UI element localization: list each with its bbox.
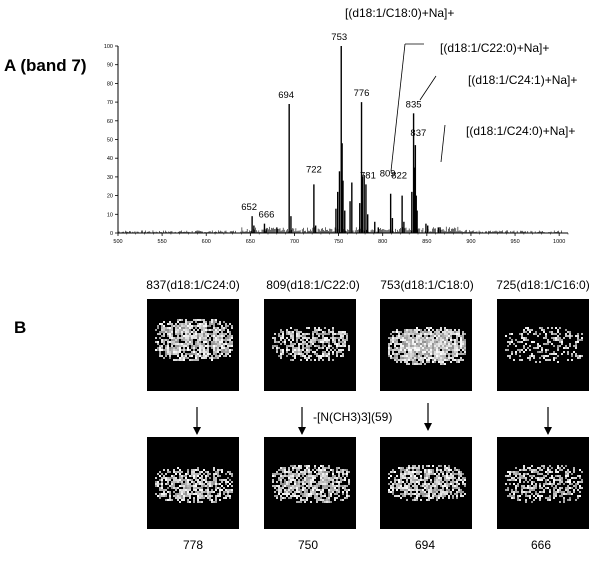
ion-image-809 xyxy=(264,299,356,391)
peak-label-666: 666 xyxy=(259,210,275,221)
peak-label-694: 694 xyxy=(278,90,294,101)
neutral-loss-label: -[N(CH3)3](59) xyxy=(313,410,393,424)
ion-image-837-pixels xyxy=(155,319,233,361)
annotation-leader-2 xyxy=(440,124,446,163)
y-tick-label-20: 20 xyxy=(107,194,113,200)
x-tick-label-600: 600 xyxy=(202,239,211,245)
image-title-725: 725(d18:1/C16:0) xyxy=(496,278,590,292)
ion-image-750-pixels xyxy=(272,465,350,503)
ion-image-778 xyxy=(147,437,239,529)
annotation-c24-1: [(d18:1/C24:1)+Na]+ xyxy=(468,73,578,87)
peak-label-722: 722 xyxy=(306,164,322,175)
image-value-750: 750 xyxy=(297,538,319,552)
y-tick-label-30: 30 xyxy=(107,175,113,181)
panel-a-label: A (band 7) xyxy=(4,56,87,75)
x-tick-label-650: 650 xyxy=(246,239,255,245)
image-title-837: 837(d18:1/C24:0) xyxy=(146,278,240,292)
peak-label-835: 835 xyxy=(406,99,422,110)
ion-image-753-pixels xyxy=(388,327,466,365)
ion-image-694 xyxy=(380,437,472,529)
image-value-694: 694 xyxy=(414,538,436,552)
x-tick-label-800: 800 xyxy=(378,239,387,245)
x-tick-label-850: 850 xyxy=(422,239,431,245)
y-tick-label-10: 10 xyxy=(107,212,113,218)
down-arrow-icon xyxy=(298,407,306,435)
peak-label-809: 809 xyxy=(380,169,396,180)
image-title-809: 809(d18:1/C22:0) xyxy=(266,278,360,292)
annotation-c24-0: [(d18:1/C24:0)+Na]+ xyxy=(466,124,576,138)
x-tick-label-900: 900 xyxy=(466,239,475,245)
ion-image-666-pixels xyxy=(505,465,583,503)
y-tick-label-100: 100 xyxy=(104,44,113,50)
ion-image-837 xyxy=(147,299,239,391)
y-tick-label-50: 50 xyxy=(107,138,113,144)
x-tick-label-700: 700 xyxy=(290,239,299,245)
y-tick-label-0: 0 xyxy=(110,231,113,237)
y-tick-label-90: 90 xyxy=(107,63,113,69)
x-tick-label-500: 500 xyxy=(113,239,122,245)
ion-image-666 xyxy=(497,437,589,529)
x-tick-label-950: 950 xyxy=(510,239,519,245)
x-tick-label-1000: 1000 xyxy=(553,239,565,245)
mass-spectrum-chart: 500 550 600 650 700 750 800 850 900 950 1000 0 10 20 3… xyxy=(104,32,569,245)
annotation-c18: [(d18:1/C18:0)+Na]+ xyxy=(345,6,455,20)
peak-label-781: 781 xyxy=(360,170,376,181)
y-tick-label-70: 70 xyxy=(107,100,113,106)
x-tick-label-750: 750 xyxy=(334,239,343,245)
ion-image-809-pixels xyxy=(272,327,350,361)
down-arrow-icon xyxy=(544,407,552,435)
peak-label-776: 776 xyxy=(354,88,370,99)
ion-image-753 xyxy=(380,299,472,391)
ion-image-778-pixels xyxy=(155,467,233,503)
peak-label-822: 822 xyxy=(391,171,407,182)
ion-image-725 xyxy=(497,299,589,391)
down-arrow-icon xyxy=(424,403,432,431)
ion-image-750 xyxy=(264,437,356,529)
down-arrow-icon xyxy=(193,407,201,435)
x-tick-label-550: 550 xyxy=(158,239,167,245)
image-value-666: 666 xyxy=(530,538,552,552)
peak-label-837: 837 xyxy=(410,128,426,139)
image-title-753: 753(d18:1/C18:0) xyxy=(380,278,474,292)
panel-b-label: B xyxy=(14,318,27,337)
annotation-c22: [(d18:1/C22:0)+Na]+ xyxy=(440,41,550,55)
y-tick-label-40: 40 xyxy=(107,156,113,162)
y-tick-label-80: 80 xyxy=(107,81,113,87)
image-value-778: 778 xyxy=(182,538,204,552)
annotation-leader-0 xyxy=(390,43,406,172)
ion-image-694-pixels xyxy=(388,465,466,501)
annotation-leader-1 xyxy=(419,75,437,101)
ion-image-725-pixels xyxy=(505,327,583,363)
y-tick-label-60: 60 xyxy=(107,119,113,125)
peak-label-652: 652 xyxy=(241,202,257,213)
peak-label-753: 753 xyxy=(331,32,347,43)
